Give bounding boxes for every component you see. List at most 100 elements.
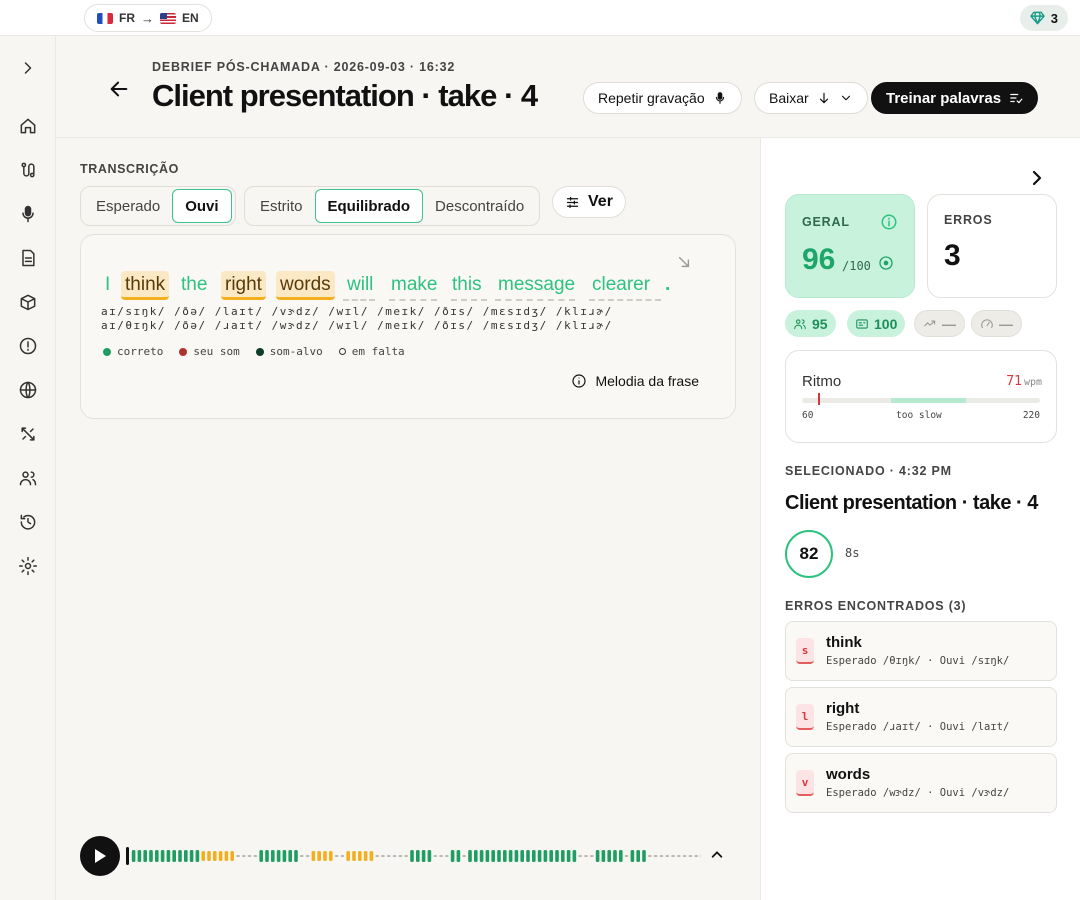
error-item[interactable]: v words Esperado /wɝdz/ · Ouvi /vɝdz/ [785,753,1057,813]
waveform-bar [305,855,310,857]
red-dot-icon [179,347,188,356]
chip-accuracy[interactable]: 100 [847,310,906,337]
legend-label: som-alvo [269,345,323,358]
waveform-bar [526,850,530,862]
waveform-bar [520,850,524,862]
word-underline [343,299,375,302]
repeat-recording-label: Repetir gravação [598,90,705,106]
info-icon[interactable] [880,213,898,231]
waveform-bar [398,855,403,857]
chevron-up-icon[interactable] [710,848,726,864]
path-icon[interactable] [16,158,40,182]
settings-icon[interactable] [16,554,40,578]
transcript-word-error[interactable]: think [121,271,170,300]
france-flag-icon [97,12,113,24]
waveform-bar [294,850,298,862]
waveform-bar [694,855,698,857]
tab-heard[interactable]: Ouvi [172,189,232,223]
tab-strict[interactable]: Estrito [260,197,303,215]
waveform-bar [346,851,350,861]
errors-found-label: ERROS ENCONTRADOS (3) [785,599,967,613]
rhythm-marker [818,393,821,405]
mic-icon[interactable] [16,202,40,226]
gauge-icon [981,318,993,328]
selected-score: 82 [785,530,833,578]
error-item[interactable]: s think Esperado /θɪŋk/ · Ouvi /sɪŋk/ [785,621,1057,681]
download-arrow-icon [819,92,828,104]
transcript-word[interactable]: clearer [592,274,651,295]
history-icon[interactable] [16,510,40,534]
train-words-button[interactable]: Treinar palavras [871,82,1039,114]
waveform-bar [323,851,327,861]
waveform[interactable] [126,845,701,867]
gem-counter[interactable]: 3 [1019,5,1068,31]
error-item[interactable]: l right Esperado /ɹaɪt/ · Ouvi /laɪt/ [785,687,1057,747]
play-button[interactable] [80,836,120,876]
transcript-word-error[interactable]: right [221,271,266,300]
back-arrow-icon[interactable] [108,78,132,102]
waveform-bar [688,855,693,857]
view-options-button[interactable]: Ver [552,186,626,218]
sentence-melody-button[interactable]: Melodia da frase [571,373,699,389]
users-icon[interactable] [16,466,40,490]
gem-count: 3 [1050,10,1058,26]
waveform-bar [636,850,640,862]
trend-icon [924,320,936,326]
waveform-bar [532,850,536,862]
waveform-bar [311,851,316,861]
transcript-word[interactable]: this [452,274,482,295]
waveform-bar [160,850,165,862]
waveform-bar [224,851,229,861]
train-words-label: Treinar palavras [886,89,1002,107]
waveform-bar [439,855,443,857]
waveform-bar [172,850,176,862]
transcript-word: . [665,274,671,295]
transcript-word[interactable]: message [498,274,576,295]
waveform-bar [381,855,385,857]
globe-icon[interactable] [16,378,40,402]
legend-item-correct: correto [103,345,163,358]
rhythm-card: Ritmo 71 wpm 60 too slow 220 [785,350,1057,443]
alert-icon[interactable] [16,334,40,358]
repeat-recording-button[interactable]: Repetir gravação [583,82,742,114]
chip-pace[interactable]: — [971,310,1022,337]
chip-intonation[interactable]: — [914,310,965,337]
chip-fluency[interactable]: 95 [785,310,836,337]
book-icon[interactable] [16,290,40,314]
tab-balanced[interactable]: Equilibrado [314,189,424,223]
language-pair-selector[interactable]: FR → EN [84,4,212,32]
waveform-bar [642,850,646,862]
info-icon [572,374,587,388]
home-icon[interactable] [16,114,40,138]
waveform-bar [184,850,188,862]
expand-icon[interactable] [16,56,40,80]
tab-expected[interactable]: Esperado [96,197,161,215]
waveform-bar [218,851,223,861]
download-button[interactable]: Baixar [754,82,868,114]
transcript-word[interactable]: I [105,274,111,295]
document-icon[interactable] [16,246,40,270]
waveform-bar [334,855,339,857]
chevron-right-icon[interactable] [1029,170,1047,188]
transcript-word[interactable]: will [347,274,374,295]
waveform-bar [242,855,246,857]
waveform-bar [143,850,147,862]
waveform-bar [514,850,519,862]
transcript-word[interactable]: make [391,274,438,295]
green-dot-icon [103,347,111,356]
waveform-bar [189,850,194,862]
strictness-toggle: Estrito Equilibrado Descontraído [244,186,541,226]
waveform-bar [549,850,553,862]
waveform-bar [555,850,559,862]
expand-diagonal-icon[interactable] [677,255,693,271]
usa-flag-icon [160,12,176,24]
transcript-word[interactable]: the [181,274,208,295]
tab-relaxed[interactable]: Descontraído [435,197,525,215]
waveform-bar [561,850,565,862]
tools-icon[interactable] [16,422,40,446]
chip-value: 100 [874,315,898,332]
transcript-word-error[interactable]: words [276,271,335,300]
waveform-bar [468,850,472,862]
transcript-card: I think the right words will make this m… [80,234,736,419]
waveform-bar [613,850,617,862]
